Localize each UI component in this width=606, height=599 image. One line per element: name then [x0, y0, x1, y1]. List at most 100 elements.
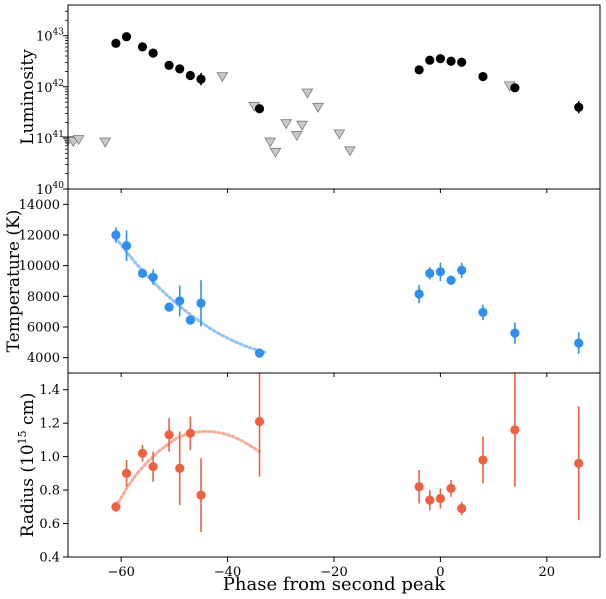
temp-point [196, 298, 206, 308]
temperature-plot-frame [67, 188, 601, 374]
lum-detection-point [121, 32, 132, 42]
lum-upper-limit-marker [72, 135, 85, 146]
rad-ytick-label: 1.0 [39, 450, 60, 465]
lum-detection-point [175, 64, 185, 74]
temp-point [148, 272, 158, 282]
rad-point [175, 463, 185, 473]
lum-ytick-label: 1042 [36, 79, 64, 96]
lum-ytick-base: 10 [36, 30, 53, 45]
lum-detection-point [435, 54, 445, 64]
lum-ytick-label: 1041 [36, 130, 64, 147]
rad-point [435, 493, 445, 504]
temp-fit-curve [114, 236, 267, 354]
lum-detection-point [574, 102, 584, 112]
rad-point [478, 455, 488, 465]
temperature-panel: 4000 6000 8000 10000 12000 14000 Temperature … [4, 188, 601, 377]
luminosity-plot-frame [67, 4, 601, 190]
temp-point [457, 265, 467, 275]
lum-ytick-base: 10 [36, 132, 53, 147]
rad-ytick-label: 0.6 [39, 517, 60, 532]
rad-point [148, 462, 158, 472]
temperature-axis-title: Temperature (K) [4, 210, 24, 353]
lum-detection-point [148, 48, 158, 58]
radius-axis-title: Radius (1015 cm) [16, 393, 38, 538]
temp-ytick-label: 10000 [19, 259, 60, 274]
lum-detection-point [414, 65, 424, 75]
temp-point [175, 296, 185, 306]
luminosity-axis-title: Luminosity [18, 49, 38, 145]
lum-upper-limit-marker [344, 146, 356, 157]
rad-xticks-layer: −60 −40 −20 0 20 [107, 557, 555, 580]
rad-xtick-label: −60 [107, 565, 134, 580]
temp-ytick-label: 4000 [27, 351, 60, 366]
temp-point [111, 230, 121, 240]
temp-yticks-layer: 4000 6000 8000 10000 12000 14000 [19, 198, 548, 377]
lum-detection-point [164, 60, 174, 70]
rad-point [164, 430, 174, 440]
rad-ytick-label: 1.2 [39, 417, 60, 432]
lum-upper-limit-marker [264, 137, 277, 148]
rad-point [414, 482, 424, 492]
lum-upper-limit-marker [290, 131, 303, 142]
temp-point [435, 267, 445, 277]
lum-ytick-exp: 41 [53, 130, 64, 140]
lum-upper-limit-marker [296, 120, 308, 131]
rad-point [254, 416, 265, 427]
rad-points-layer [111, 373, 584, 532]
temp-ytick-label: 8000 [27, 290, 60, 305]
radius-axis-title-exponent: 15 [16, 430, 29, 444]
lum-ytick-exp: 40 [53, 181, 65, 191]
rad-ytick-label: 1.4 [39, 383, 60, 398]
lum-upper-limit-marker [99, 137, 112, 148]
temp-point [478, 307, 488, 318]
temp-point [510, 328, 520, 338]
lum-upper-limit-marker [216, 72, 229, 83]
lum-ytick-base: 10 [36, 183, 53, 198]
lum-ytick-label: 1040 [36, 181, 64, 198]
rad-ytick-label: 0.4 [39, 551, 60, 566]
rad-xtick-label: 20 [539, 565, 556, 580]
rad-xtick-label: −40 [214, 565, 241, 580]
lum-detection-point [196, 74, 206, 84]
temp-point [414, 289, 424, 299]
rad-xtick-label: 0 [436, 565, 444, 580]
temp-point [137, 268, 148, 278]
lum-detection-point [457, 57, 467, 67]
rad-point [425, 495, 435, 505]
rad-ytick-label: 0.8 [39, 484, 60, 499]
temp-fit-layer [114, 236, 267, 354]
rad-fit-layer [114, 430, 262, 509]
rad-point [121, 468, 132, 478]
rad-point [510, 425, 520, 435]
rad-xtick-label: −20 [320, 565, 347, 580]
rad-point [574, 458, 584, 468]
lum-upper-limit-marker [280, 119, 293, 130]
x-axis-title: Phase from second peak [223, 574, 446, 595]
lum-upper-limit-marker [333, 129, 346, 140]
lum-upper-limit-marker [312, 102, 324, 113]
lum-upper-limit-marker [301, 88, 314, 99]
lum-detection-point [478, 71, 488, 82]
temp-points-layer [111, 227, 584, 358]
temp-ytick-label: 14000 [19, 198, 60, 213]
lum-detection-point [185, 70, 195, 81]
temp-point [446, 275, 456, 285]
rad-yticks-layer: 0.4 0.6 0.8 1.0 1.2 1.4 [39, 383, 68, 566]
lum-ytick-label: 1043 [36, 28, 64, 45]
rad-point [137, 448, 148, 458]
rad-point [446, 483, 456, 494]
temp-point [254, 348, 265, 358]
lum-detection-point [111, 38, 121, 48]
lum-upper-limit-marker [269, 147, 282, 158]
lum-detection-point [446, 56, 456, 66]
rad-point [457, 503, 467, 514]
temp-ytick-label: 6000 [27, 321, 60, 336]
lum-detections-layer [111, 32, 584, 114]
temp-point [425, 268, 435, 278]
lum-detection-point [137, 42, 148, 52]
lum-ytick-exp: 42 [53, 79, 64, 89]
temp-point [185, 315, 195, 325]
rad-point [185, 428, 195, 438]
